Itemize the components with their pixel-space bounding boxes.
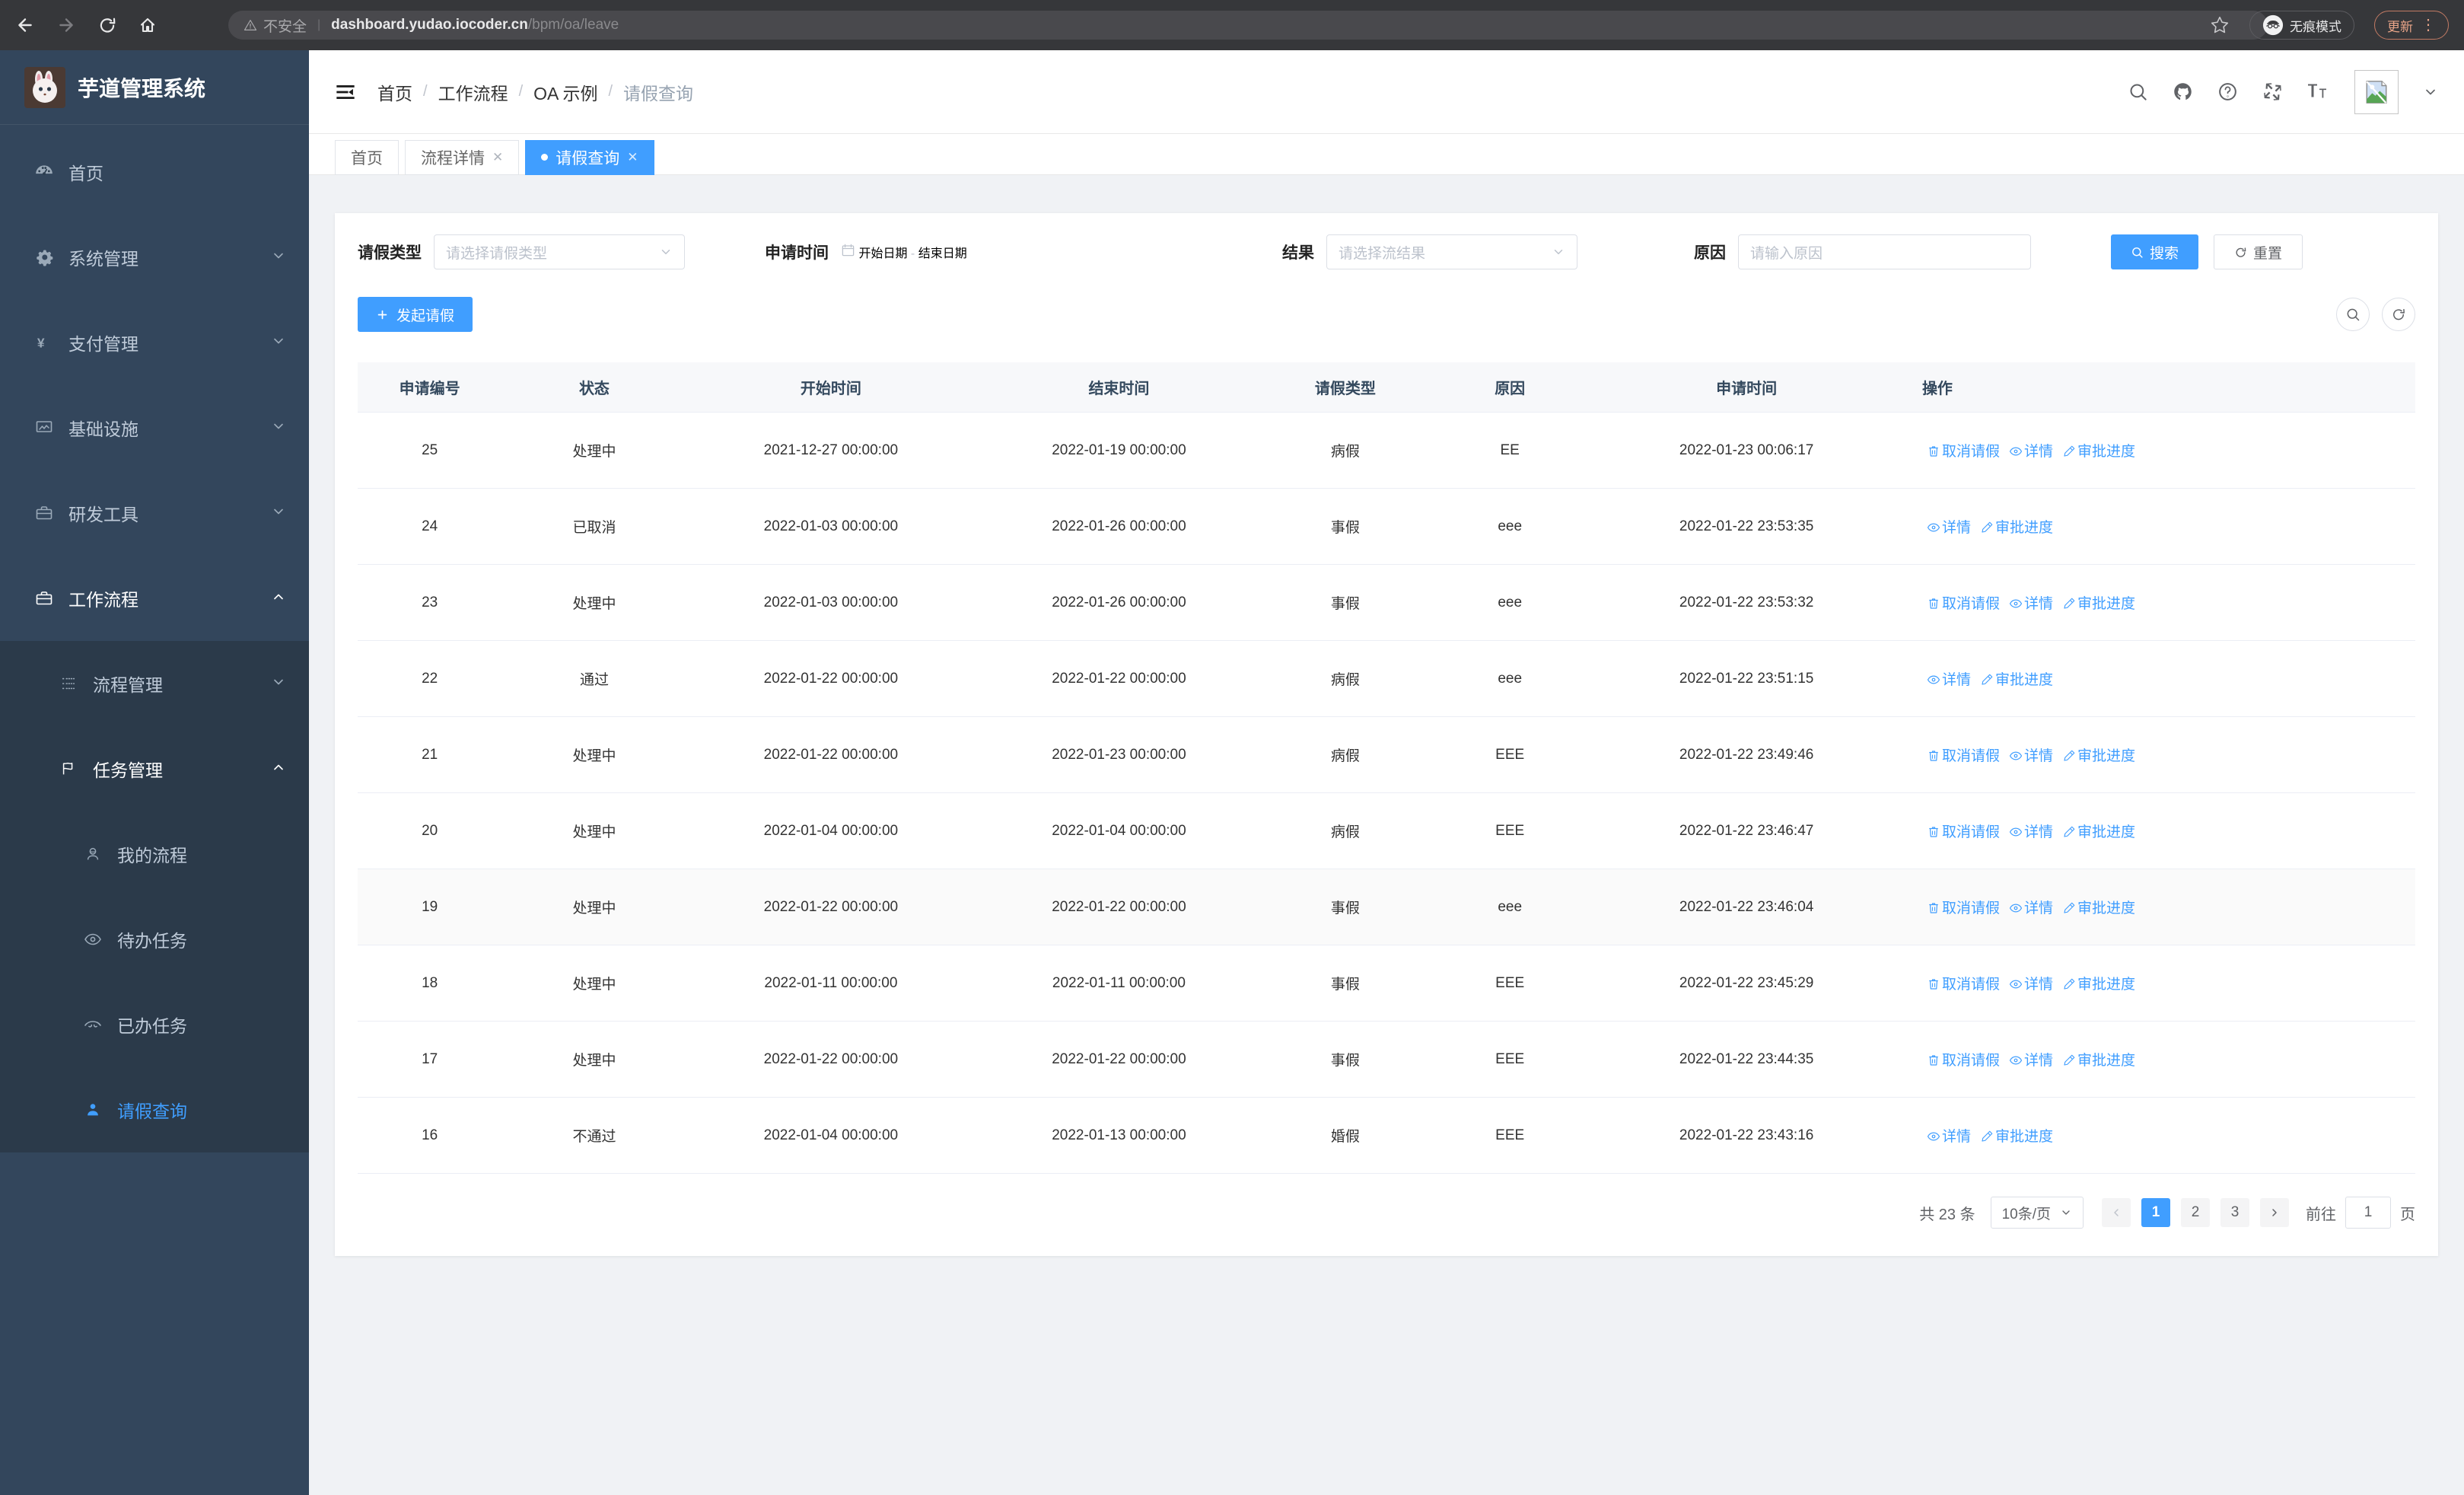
svg-text:¥: ¥: [37, 335, 45, 350]
